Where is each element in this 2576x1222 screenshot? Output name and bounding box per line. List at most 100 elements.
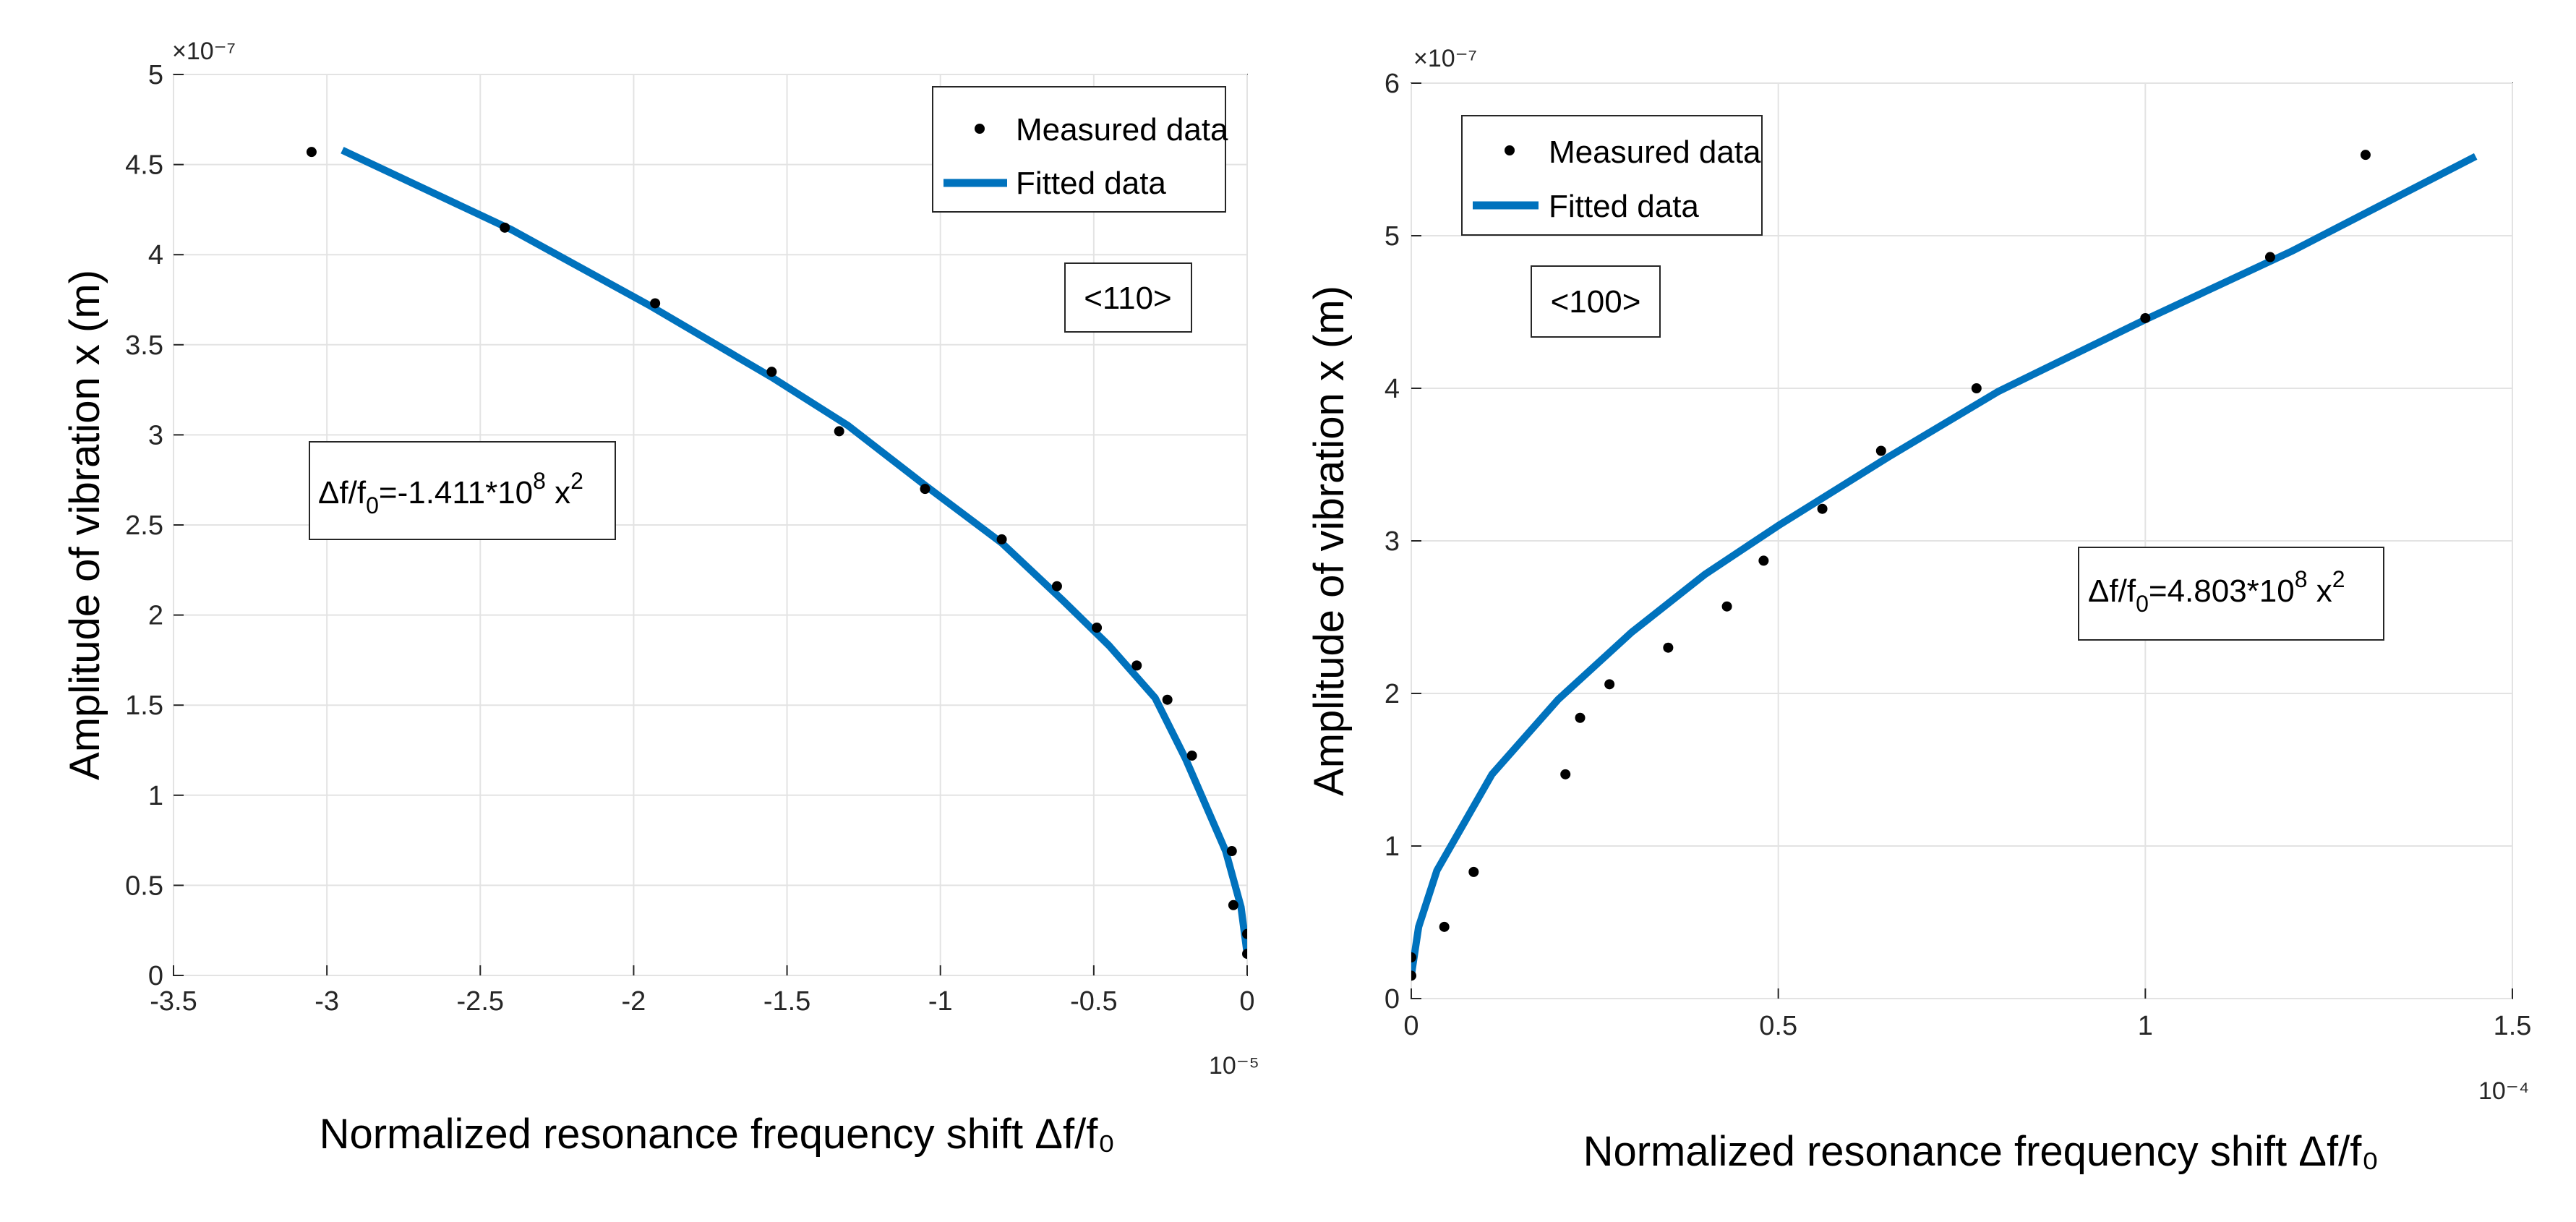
left-eq-mid: =-1.411*10 xyxy=(379,475,533,510)
right-measured-point xyxy=(1604,679,1615,690)
right-y-exponent: ×10⁻⁷ xyxy=(1413,45,1477,72)
right-y-tick-label: 3 xyxy=(1385,526,1400,557)
left-x-tick-label: -3.5 xyxy=(150,986,197,1017)
right-y-tick-label: 0 xyxy=(1385,984,1400,1014)
right-eq-sup2: 2 xyxy=(2332,566,2345,592)
left-x-tick-label: -0.5 xyxy=(1070,986,1117,1017)
left-orientation-box: <110> xyxy=(1064,262,1192,333)
left-measured-point xyxy=(1242,928,1247,939)
right-measured-point xyxy=(2140,312,2151,323)
left-measured-point xyxy=(306,147,317,158)
left-y-tick-label: 4 xyxy=(148,240,163,270)
left-eq-sub: 0 xyxy=(366,492,379,518)
right-y-tick-label: 5 xyxy=(1385,221,1400,252)
left-equation-box: Δf/f0=-1.411*108 x2 xyxy=(309,441,616,540)
right-x-tick-label: 1.5 xyxy=(2494,1011,2532,1041)
left-x-axis-label: Normalized resonance frequency shift Δf/… xyxy=(320,1111,1116,1158)
right-eq-lhs: Δf/f xyxy=(2088,573,2136,609)
left-measured-point xyxy=(1226,846,1237,857)
left-legend-fitted-label: Fitted data xyxy=(1016,166,1166,201)
left-x-exponent: 10⁻⁵ xyxy=(1209,1052,1259,1080)
right-orientation-box: <100> xyxy=(1531,265,1661,338)
right-measured-point xyxy=(1663,642,1674,653)
left-eq-var: x xyxy=(546,475,570,510)
left-fitted-line xyxy=(341,147,1247,954)
right-eq-sup1: 8 xyxy=(2295,566,2308,592)
left-eq-lhs: Δf/f xyxy=(318,475,367,510)
left-y-tick-label: 3.5 xyxy=(125,330,163,361)
right-eq-var: x xyxy=(2308,573,2332,609)
right-orientation-label: <100> xyxy=(1551,284,1641,320)
right-measured-points xyxy=(1411,150,2371,981)
left-y-tick-label: 3 xyxy=(148,420,163,450)
left-y-tick-label: 2.5 xyxy=(125,510,163,541)
right-measured-point xyxy=(1971,383,1982,393)
left-y-exponent: ×10⁻⁷ xyxy=(172,38,236,65)
left-y-tick-label: 0 xyxy=(148,961,163,991)
left-eq-sup2: 2 xyxy=(570,468,583,494)
left-measured-point xyxy=(920,484,930,495)
right-measured-point xyxy=(2360,150,2371,161)
right-eq-mid: =4.803*10 xyxy=(2149,573,2295,609)
left-equation-text: Δf/f0=-1.411*108 x2 xyxy=(318,468,583,518)
left-x-tick-label: -2.5 xyxy=(457,986,504,1017)
right-legend-box xyxy=(1461,115,1763,236)
left-legend-marker-icon xyxy=(975,124,985,134)
left-legend-measured-label: Measured data xyxy=(1016,112,1228,148)
left-chart-panel: -3.5 -3 -2.5 -2 -1.5 -1 -0.5 0 0 0.5 1 1.5 2 2.5 3 3.5 4… xyxy=(61,38,1259,1158)
right-measured-point xyxy=(1575,712,1586,723)
right-y-tick-label: 6 xyxy=(1385,69,1400,99)
right-measured-point xyxy=(1411,952,1416,963)
right-y-tick-label: 1 xyxy=(1385,832,1400,862)
right-measured-point xyxy=(1758,555,1769,566)
left-x-tick-label: -1.5 xyxy=(763,986,810,1017)
left-y-tick-label: 5 xyxy=(148,60,163,90)
right-eq-sub: 0 xyxy=(2136,591,2149,617)
right-legend: Measured data Fitted data xyxy=(1461,115,1763,236)
right-x-tick-label: 0 xyxy=(1403,1011,1418,1041)
right-measured-point xyxy=(1721,601,1732,612)
left-y-tick-label: 4.5 xyxy=(125,150,163,181)
right-x-tick-label: 1 xyxy=(2138,1011,2153,1041)
right-orientation-frame xyxy=(1531,265,1661,338)
right-x-axis-label: Normalized resonance frequency shift Δf/… xyxy=(1583,1128,2379,1175)
left-ticks: -3.5 -3 -2.5 -2 -1.5 -1 -0.5 0 0 0.5 1 1.5 2 2.5 3 3.5 4… xyxy=(125,60,1254,1017)
right-legend-measured-label: Measured data xyxy=(1549,134,1761,170)
left-y-tick-label: 1 xyxy=(148,781,163,811)
left-measured-point xyxy=(1092,623,1103,633)
right-x-tick-label: 0.5 xyxy=(1759,1011,1797,1041)
left-measured-point xyxy=(650,298,661,309)
left-measured-point xyxy=(766,367,777,377)
left-orientation-label: <110> xyxy=(1084,281,1172,316)
right-equation-frame xyxy=(2078,547,2384,641)
left-y-tick-label: 0.5 xyxy=(125,871,163,901)
right-y-tick-label: 2 xyxy=(1385,679,1400,709)
left-measured-point xyxy=(1186,750,1197,761)
right-legend-marker-icon xyxy=(1505,145,1515,155)
left-y-tick-label: 2 xyxy=(148,601,163,631)
right-measured-point xyxy=(2264,252,2275,262)
right-measured-point xyxy=(1468,866,1479,877)
left-legend: Measured data Fitted data xyxy=(932,86,1228,213)
right-measured-point xyxy=(1875,445,1886,456)
right-equation-text: Δf/f0=4.803*108 x2 xyxy=(2088,566,2345,617)
right-measured-point xyxy=(1560,769,1571,779)
left-y-tick-label: 1.5 xyxy=(125,691,163,721)
right-measured-point xyxy=(1439,921,1450,932)
left-measured-point xyxy=(1242,949,1247,960)
left-measured-point xyxy=(1051,581,1062,591)
right-legend-fitted-label: Fitted data xyxy=(1549,189,1699,224)
right-x-exponent: 10⁻⁴ xyxy=(2478,1077,2529,1105)
left-y-axis-label: Amplitude of vibration x (m) xyxy=(61,270,108,780)
left-legend-box xyxy=(932,86,1226,213)
left-eq-sup1: 8 xyxy=(533,468,546,494)
right-y-axis-label: Amplitude of vibration x (m) xyxy=(1306,286,1353,796)
left-measured-point xyxy=(500,222,510,233)
right-equation-box: Δf/f0=4.803*108 x2 xyxy=(2078,547,2384,641)
right-y-tick-label: 4 xyxy=(1385,374,1400,404)
left-measured-point xyxy=(834,426,844,437)
left-fitted-curve xyxy=(341,147,1247,954)
left-measured-point xyxy=(1131,660,1142,671)
right-measured-point xyxy=(1411,970,1416,981)
